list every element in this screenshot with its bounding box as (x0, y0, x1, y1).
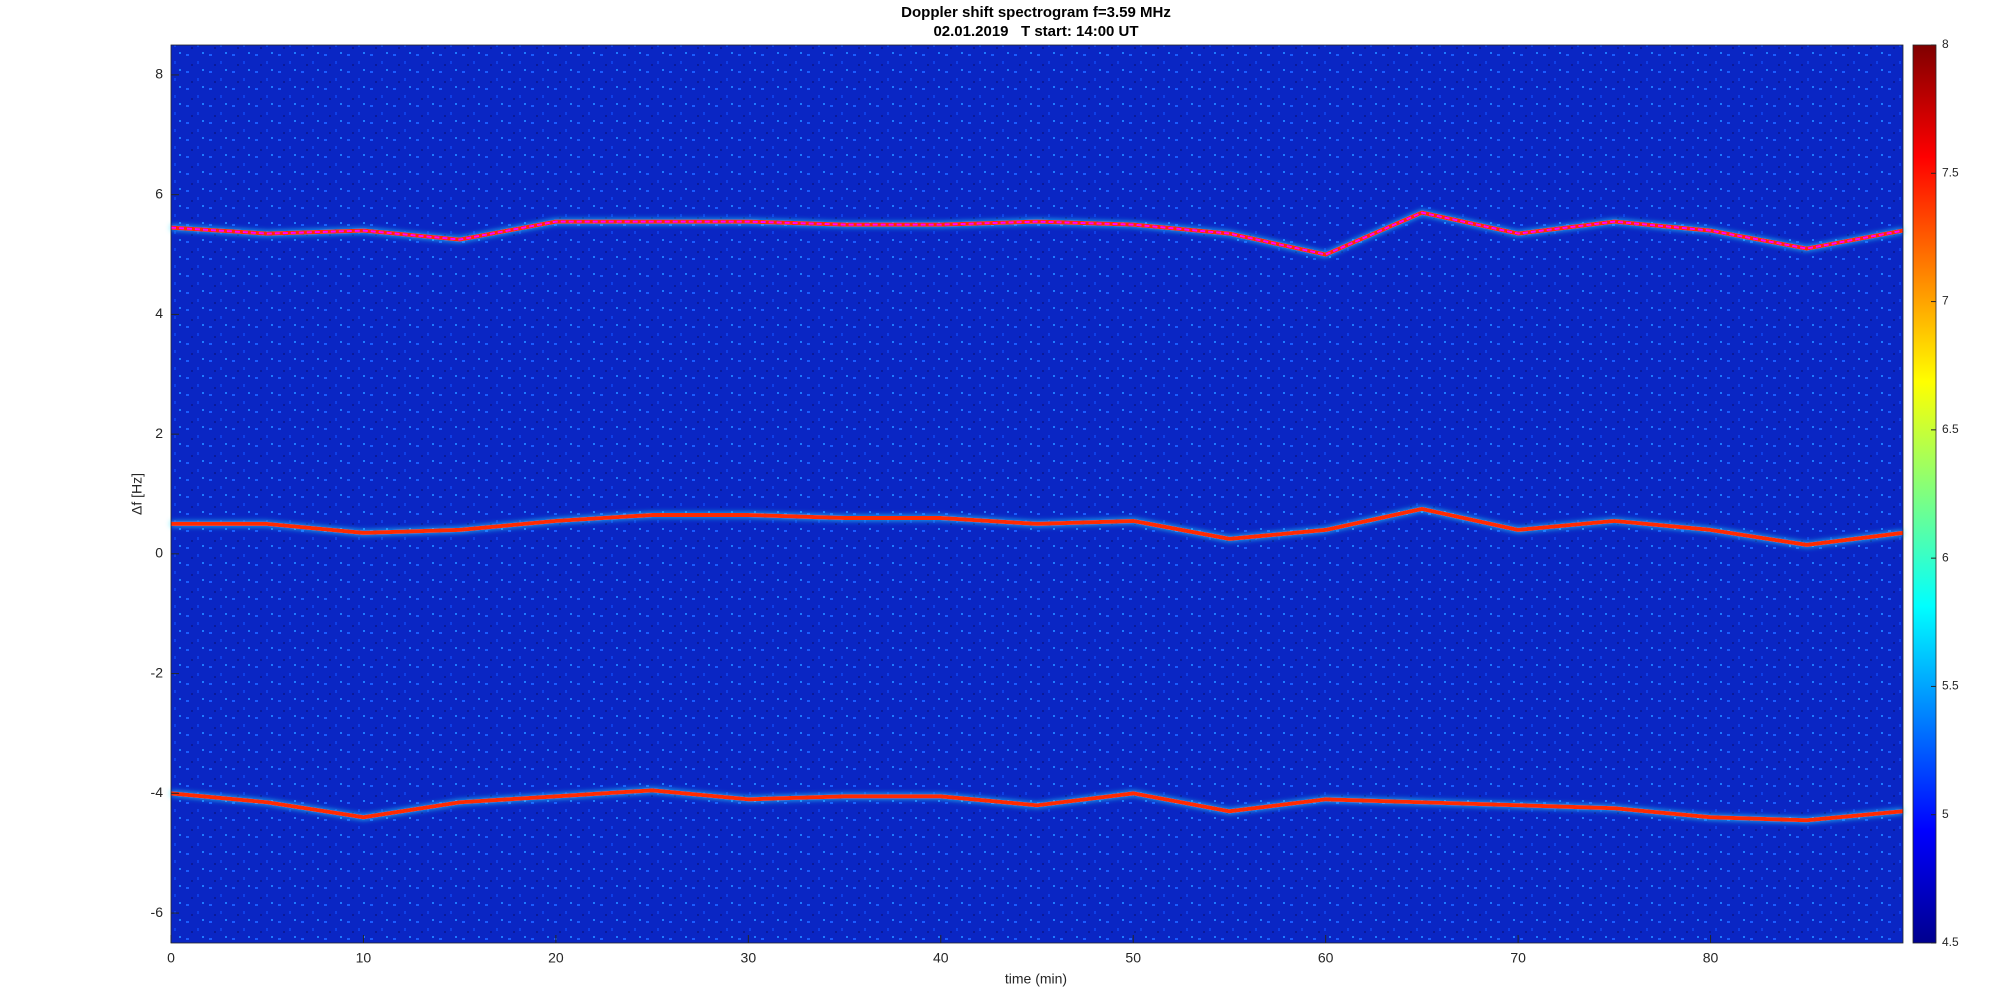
axes-box (170, 44, 1904, 944)
chart-subtitle: 02.01.2019 T start: 14:00 UT (933, 23, 1138, 40)
colorbar-tick-label: 5.5 (1942, 679, 1959, 693)
y-tick-label: -6 (151, 904, 164, 920)
colorbar-tick-label: 7.5 (1942, 165, 1959, 179)
colorbar-tick-label: 8 (1942, 37, 1949, 51)
x-tick-label: 40 (933, 950, 949, 966)
colorbar-tick-label: 6 (1942, 550, 1949, 564)
x-tick-label: 60 (1318, 950, 1334, 966)
y-tick-label: 0 (155, 545, 163, 561)
fit-line (170, 211, 1904, 256)
colorbar-tick-label: 7 (1942, 294, 1949, 308)
y-tick-label: 8 (155, 66, 163, 82)
x-tick-label: 70 (1510, 950, 1526, 966)
x-tick-label: 0 (167, 950, 175, 966)
y-tick-label: -4 (151, 784, 164, 800)
plot-area (171, 45, 1903, 943)
x-tick-label: 10 (356, 950, 372, 966)
colorbar (1912, 44, 1937, 944)
chart-title: Doppler shift spectrogram f=3.59 MHz (901, 4, 1171, 21)
x-tick-label: 20 (548, 950, 564, 966)
y-tick-label: 6 (155, 185, 163, 201)
x-tick-label: 80 (1703, 950, 1719, 966)
colorbar-tick-label: 4.5 (1942, 935, 1959, 949)
y-tick-label: 2 (155, 425, 163, 441)
x-tick-label: 30 (741, 950, 757, 966)
x-tick-label: 50 (1125, 950, 1141, 966)
y-tick-label: 4 (155, 305, 163, 321)
colorbar-tick-label: 6.5 (1942, 422, 1959, 436)
colorbar-tick-label: 5 (1942, 807, 1949, 821)
x-axis-label: time (min) (1005, 971, 1067, 987)
trace (171, 506, 1904, 547)
y-tick-label: -2 (151, 664, 164, 680)
trace (170, 788, 1904, 823)
y-axis-label: Δf [Hz] (129, 473, 145, 515)
